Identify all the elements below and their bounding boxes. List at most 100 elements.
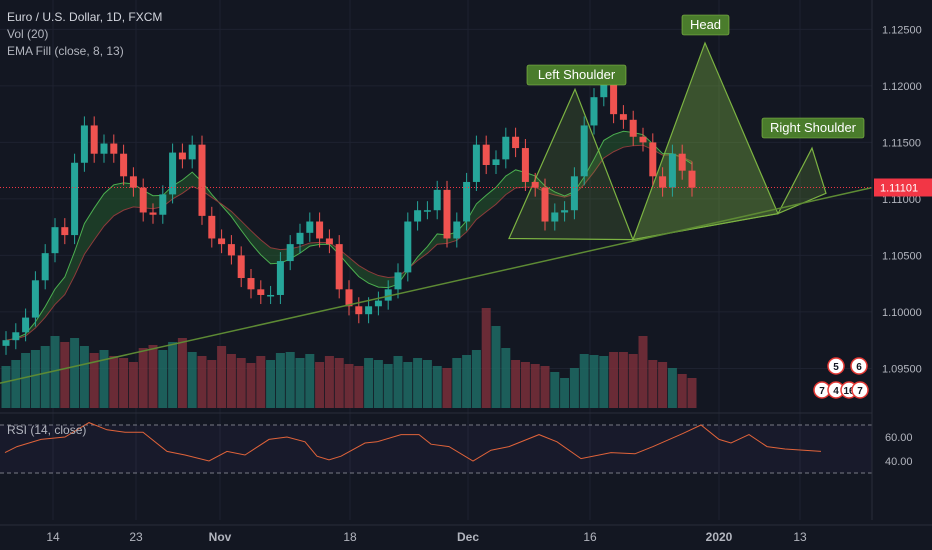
price-tick: 1.11000 [882, 194, 921, 206]
volume-bar [217, 346, 227, 408]
time-tick: 14 [46, 530, 60, 544]
volume-bar [207, 360, 217, 408]
price-tick: 1.10500 [882, 250, 922, 262]
candle-body [443, 189, 451, 239]
candle-body [316, 221, 324, 239]
candle-body [482, 144, 490, 166]
rsi-tick: 40.00 [885, 456, 913, 468]
badge-circle [850, 357, 868, 375]
price-tick: 1.10000 [882, 307, 922, 319]
volume-bars [1, 308, 697, 408]
price-tick: 1.11500 [882, 137, 921, 149]
candle-body [472, 144, 480, 182]
candle-body [90, 125, 98, 154]
grid-lines [0, 0, 872, 520]
volume-bar [550, 372, 560, 408]
volume-legend[interactable]: Vol (20) [7, 27, 49, 41]
current-price-tag [874, 178, 932, 197]
rsi-line [4, 422, 822, 462]
candle-body [247, 278, 255, 290]
volume-bar [79, 346, 89, 408]
candle-body [51, 227, 59, 254]
ema-legend[interactable]: EMA Fill (close, 8, 13) [7, 44, 124, 58]
time-tick: Nov [209, 530, 232, 544]
candle-body [659, 176, 667, 188]
candle-body [551, 212, 559, 222]
left-shoulder-label-box [526, 64, 627, 86]
candle-body [2, 340, 10, 346]
candle-body [178, 152, 186, 160]
candle-body [12, 332, 20, 341]
time-tick: 13 [793, 530, 807, 544]
candle-body [561, 210, 569, 213]
volume-bar [648, 360, 658, 408]
candle-body [433, 189, 441, 211]
volume-bar [383, 364, 393, 408]
rsi-tick: 60.00 [885, 432, 913, 444]
rsi-legend[interactable]: RSI (14, close) [7, 423, 87, 437]
head-label: Head [690, 17, 721, 32]
volume-bar [462, 355, 472, 408]
volume-bar [540, 366, 550, 408]
badge-count: 6 [856, 362, 862, 373]
candle-body [365, 306, 373, 315]
volume-bar [99, 350, 109, 408]
candle-body [159, 194, 167, 215]
price-axis[interactable]: 1.12500 1.12000 1.11500 1.11000 1.10500 1.100… [871, 0, 932, 520]
rsi-pane: 60.00 40.00 [0, 412, 913, 474]
event-badges[interactable]: 5 67 4 16 7 [813, 357, 869, 399]
candle-body [414, 210, 422, 222]
volume-bar [11, 360, 21, 408]
volume-bar [609, 352, 619, 408]
candle-body [80, 125, 88, 163]
candle-body [41, 253, 49, 281]
volume-bar [138, 348, 148, 408]
volume-bar [491, 326, 501, 408]
time-tick: 16 [583, 530, 597, 544]
candle-body [22, 317, 30, 333]
volume-bar [422, 360, 432, 408]
volume-bar [334, 358, 344, 408]
candle-body [492, 159, 500, 166]
candle-body [580, 125, 588, 177]
candle-body [384, 289, 392, 301]
left-shoulder-shape [508, 87, 634, 241]
time-tick: 23 [129, 530, 143, 544]
candle-body [188, 144, 196, 160]
pattern-labels: Left Shoulder Head Right Shoulder [526, 14, 865, 139]
volume-bar [354, 366, 364, 408]
volume-bar [70, 338, 80, 408]
price-tick: 1.09500 [882, 363, 922, 375]
candle-body [218, 238, 226, 245]
candle-body [600, 74, 608, 98]
current-price-value: 1.11101 [880, 182, 918, 194]
candle-body [208, 215, 216, 239]
price-candles [2, 65, 696, 355]
symbol-title[interactable]: Euro / U.S. Dollar, 1D, FXCM [7, 10, 163, 24]
volume-bar [511, 360, 521, 408]
rsi-band [0, 425, 872, 473]
candle-body [129, 176, 137, 188]
volume-bar [618, 352, 628, 408]
candle-body [71, 162, 79, 236]
trendline[interactable] [0, 186, 873, 384]
volume-bar [40, 346, 50, 408]
candle-body [355, 306, 363, 315]
volume-bar [638, 336, 648, 408]
candle-body [267, 294, 275, 297]
volume-bar [530, 364, 540, 408]
badge-circle [827, 357, 845, 375]
candle-body [649, 142, 657, 177]
candle-body [61, 227, 69, 236]
volume-bar [658, 362, 668, 408]
time-tick: Dec [457, 530, 479, 544]
volume-bar [687, 378, 697, 408]
volume-bar [364, 358, 374, 408]
badge-circle [851, 381, 869, 399]
price-tick: 1.12000 [882, 81, 922, 93]
candle-body [237, 255, 245, 279]
candle-body [306, 221, 314, 233]
time-axis[interactable]: 14 23 Nov 18 Dec 16 2020 13 [0, 524, 932, 544]
candle-body [31, 280, 39, 318]
